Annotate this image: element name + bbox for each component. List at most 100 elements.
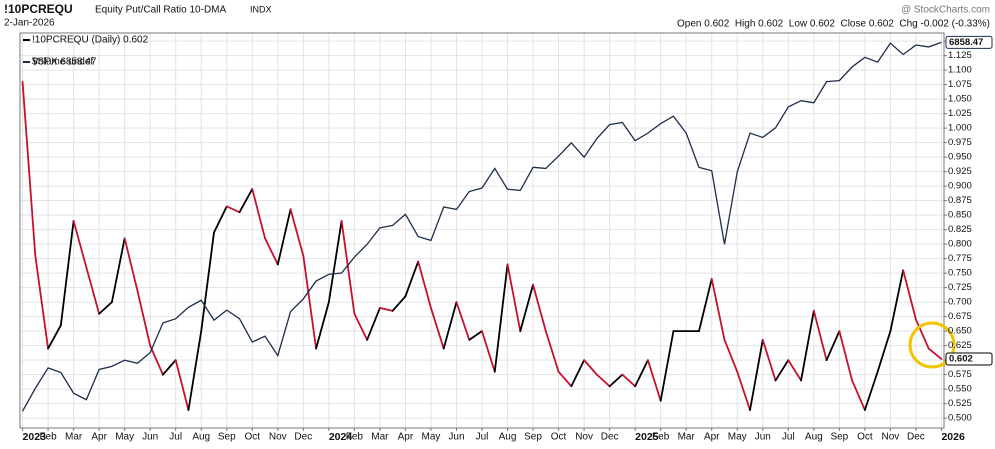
line-segment [481,330,496,373]
y-tick-label: 0.950 [948,152,972,163]
quote: Open 0.602 High 0.602 Low 0.602 Close 0.… [677,19,990,30]
y-tick-label: 0.725 [948,282,972,293]
line-segment [927,347,943,360]
line-segment [276,208,292,266]
line-segment [647,359,662,402]
y-tick-label: 1.075 [948,79,972,90]
line-segment [442,301,458,350]
y-tick-label: 0.575 [948,369,972,380]
y-tick-label: 1.000 [948,123,972,134]
x-tick-label: Nov [881,432,899,443]
x-tick-label: Dec [601,432,619,443]
x-tick-label: Nov [575,432,593,443]
line-segment [595,373,611,388]
line-segment [774,359,790,382]
x-tick-label: Feb [39,432,57,443]
y-tick-label: 0.875 [948,195,972,206]
line-segment [200,231,215,333]
x-tick-label: 2026 [941,431,965,443]
line-segment [493,263,509,373]
line-segment [174,359,190,411]
line-segment [225,205,241,214]
value-flag-label: 6858.47 [949,37,983,48]
x-tick-label: Apr [91,432,107,443]
highlight-circle [908,321,956,369]
line-segment [366,307,381,341]
watermark: @ StockCharts.com [901,5,990,16]
y-tick-label: 1.050 [948,94,972,105]
x-tick-label: Oct [244,432,260,443]
x-tick-label: Jun [755,432,771,443]
x-tick-label: Feb [346,432,364,443]
value-flag [945,352,993,366]
line-segment [238,188,254,214]
symbol: !10PCREQU [4,2,73,16]
series-line [21,41,942,412]
x-tick-label: Mar [371,432,389,443]
x-tick-label: Jun [448,432,464,443]
x-tick-label: Mar [65,432,83,443]
line-segment [838,330,854,382]
line-segment [876,330,892,373]
y-tick-label: 1.100 [948,65,972,76]
line-segment [800,309,815,382]
x-tick-label: Aug [805,432,823,443]
x-tick-label: Apr [398,432,414,443]
chart-title: Equity Put/Call Ratio 10-DMA [95,5,226,16]
legend-entry: $SPX 6858.47 [32,57,97,68]
line-segment [749,338,764,411]
line-segment [634,359,649,388]
line-segment [59,220,75,327]
line-segment [404,260,420,298]
y-tick-label: 0.675 [948,311,972,322]
y-tick-label: 0.750 [948,268,972,279]
line-segment [723,338,739,373]
line-segment [98,301,113,315]
line-segment [302,254,317,350]
line-segment [455,301,471,341]
x-tick-label: Sep [830,432,848,443]
line-segment [570,359,585,388]
line-segment [710,278,726,341]
line-segment [353,312,369,341]
y-tick-label: 0.975 [948,137,972,148]
line-segment [162,359,177,376]
x-tick-label: Oct [857,432,873,443]
line-segment [544,330,560,373]
y-tick-label: 0.500 [948,413,972,424]
line-segment [327,220,343,304]
x-tick-label: Mar [678,432,696,443]
line-segment [379,307,394,312]
line-segment [21,80,37,257]
line-segment [213,205,228,234]
x-tick-label: Jul [169,432,182,443]
y-tick-label: 0.625 [948,340,972,351]
line-segment [430,307,445,350]
line-segment [659,330,675,402]
y-tick-label: 1.125 [948,50,972,61]
x-tick-label: Jun [142,432,158,443]
x-tick-label: 2023 [23,431,47,443]
x-tick-label: Jul [476,432,489,443]
line-segment [136,289,152,347]
y-tick-label: 1.025 [948,108,972,119]
value-flag [945,35,993,49]
line-segment [110,237,126,304]
x-tick-label: 2025 [635,431,659,443]
line-segment [391,295,407,312]
line-segment [889,269,905,333]
line-segment [557,370,573,388]
line-segment [761,338,777,382]
line-segment [47,324,62,350]
plot-area [20,33,944,428]
line-segment [583,359,598,376]
x-tick-label: May [115,432,134,443]
x-tick-label: Dec [294,432,312,443]
line-segment [851,379,866,411]
line-segment [187,330,203,411]
x-tick-label: Nov [269,432,287,443]
line-segment [123,237,139,292]
y-tick-label: 0.700 [948,297,972,308]
line-segment [315,301,330,350]
